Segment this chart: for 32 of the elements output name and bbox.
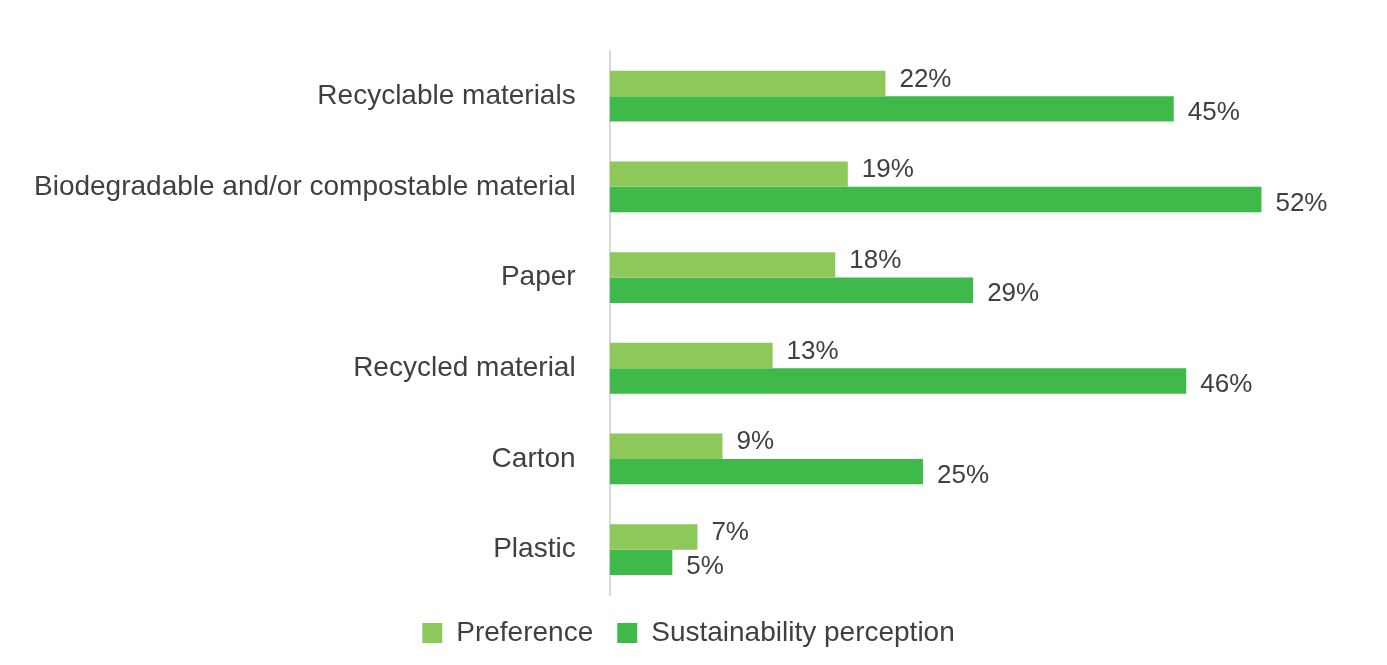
bar xyxy=(609,252,836,278)
bar xyxy=(609,186,1262,213)
legend-label: Sustainability perception xyxy=(651,615,955,647)
bar xyxy=(609,161,848,187)
data-label: 46% xyxy=(1200,368,1253,399)
bar xyxy=(609,524,698,550)
bar xyxy=(609,342,773,369)
legend-label: Preference xyxy=(456,615,594,647)
y-tick-label: Plastic xyxy=(493,532,576,564)
data-label: 19% xyxy=(861,153,914,184)
y-tick-label: Recycled material xyxy=(353,350,576,382)
data-label: 52% xyxy=(1275,186,1328,217)
data-label: 18% xyxy=(849,244,902,275)
y-tick-label: Paper xyxy=(500,260,576,292)
bar xyxy=(609,70,886,97)
y-tick-label: Recyclable materials xyxy=(317,78,576,110)
data-label: 9% xyxy=(736,425,775,456)
y-tick-label: Biodegradable and/or compostable material xyxy=(33,169,576,201)
data-label: 45% xyxy=(1187,96,1240,127)
bar xyxy=(609,433,723,459)
bar xyxy=(609,549,673,576)
data-label: 13% xyxy=(786,334,839,365)
bar xyxy=(609,277,974,303)
bar xyxy=(609,368,1187,394)
data-label: 22% xyxy=(899,62,952,93)
data-label: 25% xyxy=(937,458,990,489)
data-label: 5% xyxy=(686,549,724,580)
data-label: 7% xyxy=(711,516,749,547)
y-tick-label: Carton xyxy=(491,441,576,473)
data-label: 29% xyxy=(987,277,1040,308)
bar xyxy=(609,458,924,485)
bar xyxy=(609,96,1174,122)
